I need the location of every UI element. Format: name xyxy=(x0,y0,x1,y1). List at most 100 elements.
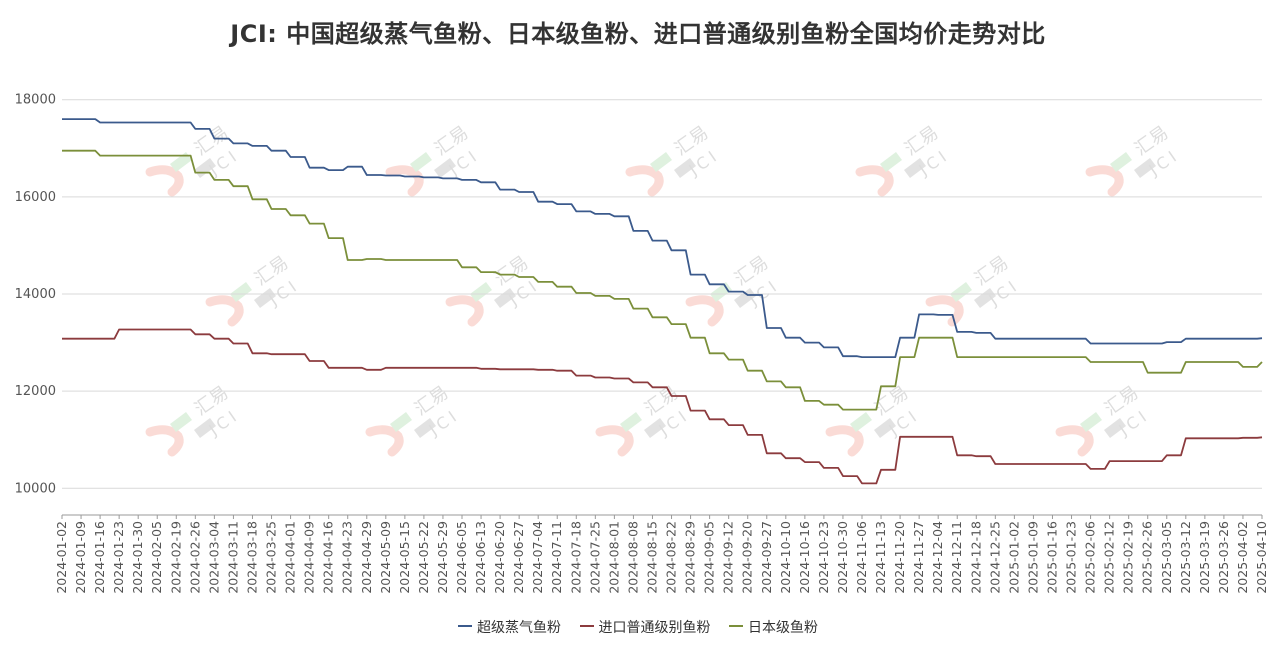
x-tick-label: 2024-03-04 xyxy=(206,521,221,594)
x-tick-label: 2024-12-18 xyxy=(968,521,983,594)
x-tick-label: 2025-03-12 xyxy=(1178,521,1193,594)
x-tick-label: 2024-12-25 xyxy=(987,521,1002,594)
watermark-logo-bar xyxy=(194,418,216,438)
x-tick-label: 2024-07-25 xyxy=(587,521,602,594)
watermark-logo-leaf xyxy=(850,412,872,432)
x-tick-label: 2024-05-29 xyxy=(435,521,450,594)
x-tick-label: 2025-02-06 xyxy=(1083,521,1098,594)
x-tick-label: 2024-01-02 xyxy=(54,521,69,594)
watermark-logo-arc xyxy=(1085,165,1124,197)
watermark-logo-leaf xyxy=(620,412,642,432)
x-tick-label: 2024-04-09 xyxy=(302,521,317,594)
chart-legend: 超级蒸气鱼粉 进口普通级别鱼粉 日本级鱼粉 xyxy=(0,617,1276,637)
watermark-logo-arc xyxy=(595,425,634,457)
watermark-logo-leaf xyxy=(170,152,192,172)
x-tick-label: 2025-01-23 xyxy=(1064,521,1079,594)
y-tick-label: 12000 xyxy=(15,384,56,399)
x-tick-label: 2024-04-01 xyxy=(283,521,298,594)
watermark-logo-bar xyxy=(1104,418,1126,438)
chart-title: JCI: 中国超级蒸气鱼粉、日本级鱼粉、进口普通级别鱼粉全国均价走势对比 xyxy=(230,20,1046,48)
x-tick-label: 2024-09-27 xyxy=(759,521,774,594)
x-tick-label: 2025-02-26 xyxy=(1140,521,1155,594)
watermark-logo-leaf xyxy=(950,282,972,302)
x-tick-label: 2025-03-19 xyxy=(1197,521,1212,594)
watermark-logo-leaf xyxy=(170,412,192,432)
x-tick-label: 2025-01-16 xyxy=(1044,521,1059,594)
watermark-logo-leaf xyxy=(230,282,252,302)
x-tick-label: 2024-01-09 xyxy=(73,521,88,594)
x-tick-label: 2024-08-22 xyxy=(664,521,679,594)
x-tick-label: 2024-07-11 xyxy=(549,521,564,594)
series-line-3 xyxy=(62,149,1263,411)
x-tick-label: 2024-02-26 xyxy=(187,521,202,594)
x-tick-label: 2024-01-30 xyxy=(130,521,145,594)
x-tick-label: 2024-05-09 xyxy=(378,521,393,594)
legend-item-series-2[interactable]: 进口普通级别鱼粉 xyxy=(579,617,711,637)
x-tick-label: 2024-11-06 xyxy=(854,521,869,594)
watermark-logo-bar xyxy=(644,418,666,438)
x-tick-label: 2024-03-18 xyxy=(244,521,259,594)
watermark-logo-arc xyxy=(855,165,894,197)
x-tick-label: 2025-03-26 xyxy=(1216,521,1231,594)
x-tick-label: 2024-02-19 xyxy=(168,521,183,594)
watermark-logo-leaf xyxy=(880,152,902,172)
x-tick-label: 2024-10-10 xyxy=(778,521,793,594)
watermark-logo-bar xyxy=(904,158,926,178)
x-tick-label: 2024-06-20 xyxy=(492,521,507,594)
x-tick-label: 2024-11-27 xyxy=(911,521,926,594)
legend-item-series-1[interactable]: 超级蒸气鱼粉 xyxy=(458,617,561,637)
watermark-logo-bar xyxy=(674,158,696,178)
x-tick-label: 2024-04-29 xyxy=(359,521,374,594)
x-tick-label: 2025-02-19 xyxy=(1121,521,1136,594)
x-tick-label: 2024-06-13 xyxy=(473,521,488,594)
watermark-logo-arc xyxy=(825,425,864,457)
x-tick-label: 2024-09-20 xyxy=(740,521,755,594)
legend-item-series-3[interactable]: 日本级鱼粉 xyxy=(728,617,818,637)
x-tick-label: 2024-09-12 xyxy=(721,521,736,594)
series-line-2 xyxy=(62,328,1263,485)
watermark-logo-leaf xyxy=(390,412,412,432)
watermark-logo-arc xyxy=(365,425,404,457)
legend-swatch-series-3 xyxy=(728,625,743,627)
watermark-logo-bar xyxy=(1134,158,1156,178)
x-tick-label: 2024-10-30 xyxy=(835,521,850,594)
watermark-logo-bar xyxy=(874,418,896,438)
x-tick-label: 2024-11-13 xyxy=(873,521,888,594)
watermark-logo-bar xyxy=(734,288,756,308)
x-tick-label: 2024-10-23 xyxy=(816,521,831,594)
y-axis: 10000 12000 14000 16000 18000 xyxy=(15,93,56,497)
watermark-logo-bar xyxy=(494,288,516,308)
y-tick-label: 18000 xyxy=(15,93,56,108)
x-tick-label: 2024-05-15 xyxy=(397,521,412,594)
x-tick-label: 2025-04-10 xyxy=(1254,521,1269,594)
x-tick-label: 2024-03-25 xyxy=(264,521,279,594)
watermark-logo-arc xyxy=(685,295,724,327)
y-tick-label: 10000 xyxy=(15,481,56,496)
x-tick-label: 2024-08-08 xyxy=(625,521,640,594)
x-tick-label: 2024-06-05 xyxy=(454,521,469,594)
x-tick-label: 2024-08-29 xyxy=(683,521,698,594)
legend-label-series-3: 日本级鱼粉 xyxy=(747,620,818,636)
watermark-logo-bar xyxy=(414,418,436,438)
legend-swatch-series-1 xyxy=(458,625,473,627)
x-tick-label: 2025-03-05 xyxy=(1159,521,1174,594)
x-tick-label: 2024-04-23 xyxy=(340,521,355,594)
watermark-logo-leaf xyxy=(650,152,672,172)
x-tick-label: 2024-12-04 xyxy=(930,521,945,594)
x-tick-label: 2024-04-16 xyxy=(321,521,336,594)
series-line-1 xyxy=(62,118,1263,358)
legend-swatch-series-2 xyxy=(579,625,594,627)
x-tick-label: 2024-08-15 xyxy=(644,521,659,594)
series-lines xyxy=(62,118,1263,485)
